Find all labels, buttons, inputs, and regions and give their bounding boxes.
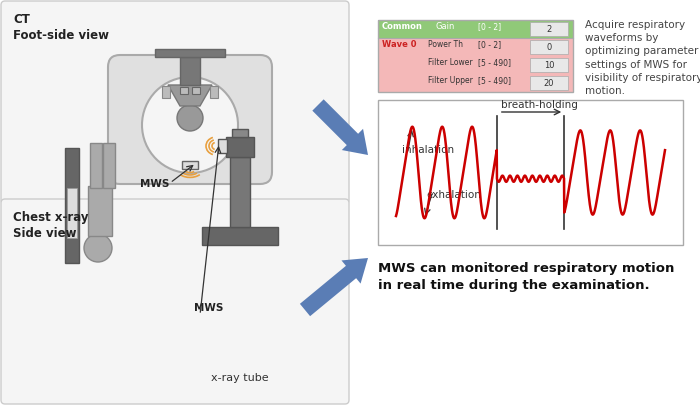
- Bar: [90, 143, 102, 188]
- Bar: [378, 20, 573, 38]
- Text: 0: 0: [547, 42, 552, 52]
- Bar: [65, 148, 79, 263]
- FancyBboxPatch shape: [108, 55, 272, 184]
- Bar: [180, 57, 200, 85]
- Text: inhalation: inhalation: [402, 145, 454, 155]
- Circle shape: [142, 77, 238, 173]
- Text: Chest x-ray
Side view: Chest x-ray Side view: [13, 211, 88, 240]
- Text: [5 - 490]: [5 - 490]: [478, 76, 511, 85]
- Text: CT
Foot-side view: CT Foot-side view: [13, 13, 109, 42]
- Text: Filter Lower: Filter Lower: [428, 58, 472, 67]
- FancyBboxPatch shape: [1, 199, 349, 404]
- Bar: [162, 86, 170, 98]
- Text: 20: 20: [544, 79, 554, 88]
- Bar: [230, 157, 250, 227]
- Text: Acquire respiratory
waveforms by
optimizing parameter
settings of MWS for
visibi: Acquire respiratory waveforms by optimiz…: [585, 20, 700, 96]
- Text: MWS: MWS: [140, 179, 169, 189]
- Text: exhalation: exhalation: [426, 190, 482, 200]
- Bar: [218, 139, 227, 153]
- Text: [5 - 490]: [5 - 490]: [478, 58, 511, 67]
- Polygon shape: [312, 99, 368, 155]
- Polygon shape: [168, 85, 212, 106]
- Bar: [155, 49, 225, 57]
- Bar: [180, 87, 188, 94]
- Text: Common: Common: [382, 22, 423, 31]
- Text: Gain: Gain: [436, 22, 456, 31]
- Bar: [88, 186, 112, 236]
- Bar: [202, 227, 278, 245]
- Bar: [378, 20, 573, 92]
- Bar: [530, 40, 568, 54]
- Bar: [226, 137, 254, 157]
- Circle shape: [84, 234, 112, 262]
- Bar: [67, 188, 77, 238]
- Bar: [232, 129, 248, 137]
- Bar: [210, 86, 218, 98]
- Text: Power Th: Power Th: [428, 40, 463, 49]
- Polygon shape: [300, 258, 368, 316]
- Bar: [378, 100, 683, 245]
- Text: [0 - 2]: [0 - 2]: [478, 40, 501, 49]
- Text: breath-holding: breath-holding: [501, 100, 578, 110]
- Text: MWS: MWS: [194, 303, 223, 313]
- Circle shape: [177, 105, 203, 131]
- Bar: [378, 38, 573, 92]
- Text: Filter Upper: Filter Upper: [428, 76, 473, 85]
- FancyBboxPatch shape: [1, 1, 349, 204]
- Text: 10: 10: [544, 61, 554, 70]
- Text: 2: 2: [547, 24, 552, 33]
- Bar: [530, 58, 568, 72]
- Bar: [182, 161, 198, 169]
- Text: MWS can monitored respiratory motion
in real time during the examination.: MWS can monitored respiratory motion in …: [378, 262, 674, 292]
- Text: Wave 0: Wave 0: [382, 40, 416, 49]
- Bar: [103, 143, 115, 188]
- Bar: [530, 22, 568, 36]
- Text: [0 - 2]: [0 - 2]: [478, 22, 501, 31]
- Text: x-ray tube: x-ray tube: [211, 373, 269, 383]
- Bar: [192, 87, 200, 94]
- Bar: [530, 76, 568, 90]
